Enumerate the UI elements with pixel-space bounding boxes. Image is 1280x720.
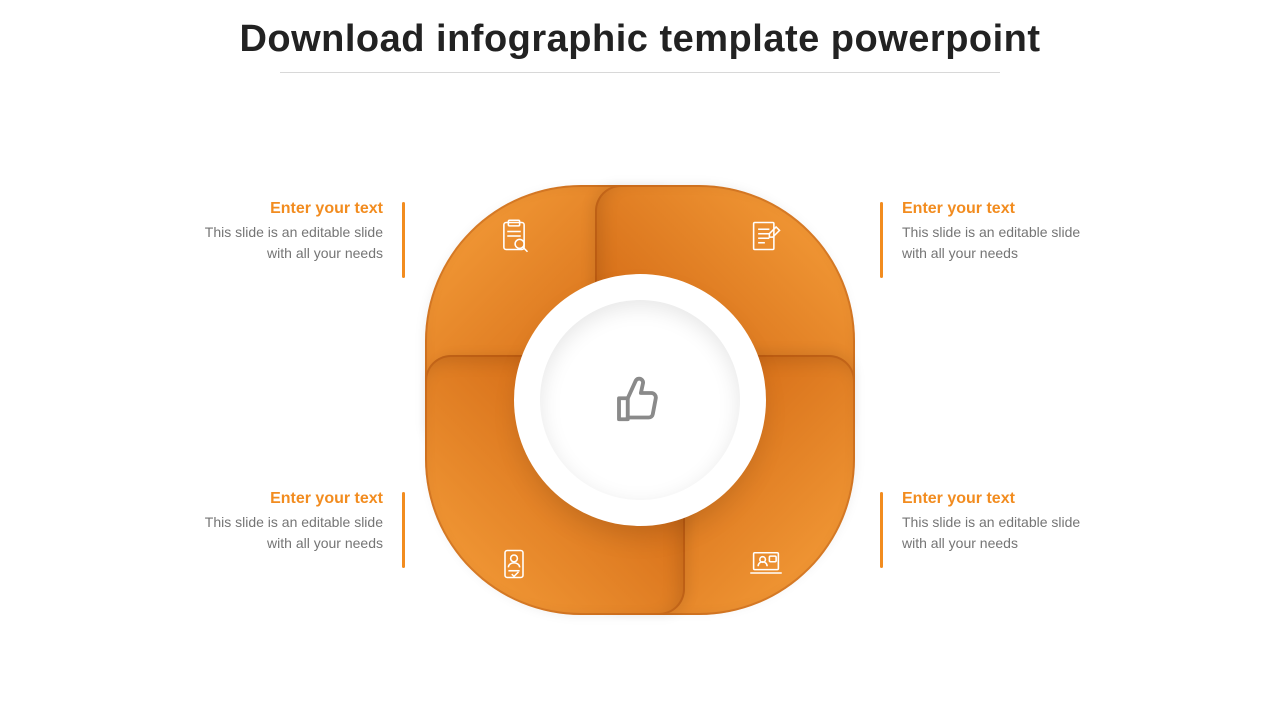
center-ring — [520, 280, 760, 520]
page-title: Download infographic template powerpoint — [0, 18, 1280, 61]
laptop-user-icon — [745, 543, 787, 585]
title-underline — [280, 72, 1000, 73]
flower-diagram — [425, 185, 855, 615]
thumbs-up-icon — [612, 372, 668, 428]
callout-heading: Enter your text — [185, 200, 383, 218]
callout-top-right: Enter your text This slide is an editabl… — [880, 200, 1100, 264]
callout-top-left: Enter your text This slide is an editabl… — [185, 200, 405, 264]
slide: Download infographic template powerpoint… — [0, 0, 1280, 720]
callout-body: This slide is an editable slide with all… — [902, 512, 1100, 554]
callout-body: This slide is an editable slide with all… — [185, 512, 383, 554]
callout-bottom-right: Enter your text This slide is an editabl… — [880, 490, 1100, 554]
callout-heading: Enter your text — [902, 200, 1100, 218]
callout-body: This slide is an editable slide with all… — [902, 222, 1100, 264]
center-circle — [540, 300, 740, 500]
document-pencil-icon — [745, 215, 787, 257]
id-card-icon — [493, 543, 535, 585]
divider-bar — [402, 202, 405, 278]
callout-heading: Enter your text — [902, 490, 1100, 508]
callout-heading: Enter your text — [185, 490, 383, 508]
callout-body: This slide is an editable slide with all… — [185, 222, 383, 264]
divider-bar — [880, 202, 883, 278]
callout-bottom-left: Enter your text This slide is an editabl… — [185, 490, 405, 554]
clipboard-search-icon — [493, 215, 535, 257]
divider-bar — [880, 492, 883, 568]
divider-bar — [402, 492, 405, 568]
